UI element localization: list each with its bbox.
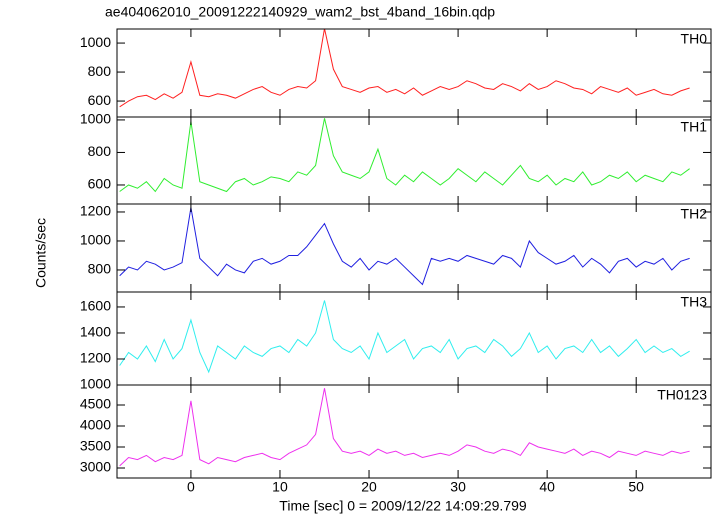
y-tick-label: 4500	[80, 396, 111, 412]
panel-frame	[116, 28, 712, 118]
y-axis-label: Counts/sec	[33, 218, 49, 288]
y-tick-label: 800	[88, 143, 112, 159]
x-tick-label: 0	[187, 479, 195, 495]
y-tick-label: 600	[88, 176, 112, 192]
panel-label: TH3	[681, 294, 708, 310]
x-tick-label: 10	[272, 479, 288, 495]
y-tick-label: 800	[88, 261, 112, 277]
x-tick-label: 40	[539, 479, 555, 495]
y-tick-label: 4000	[80, 417, 111, 433]
y-tick-label: 1200	[80, 203, 111, 219]
panel-frame	[116, 384, 712, 479]
y-tick-label: 3500	[80, 438, 111, 454]
y-tick-label: 1400	[80, 324, 111, 340]
chart-title: ae404062010_20091222140929_wam2_bst_4ban…	[105, 4, 495, 20]
y-tick-label: 1600	[80, 298, 111, 314]
series-line	[119, 300, 690, 374]
panel-frame	[116, 291, 712, 386]
y-tick-label: 1000	[80, 376, 111, 392]
y-tick-label: 1000	[80, 232, 111, 248]
x-tick-label: 50	[628, 479, 644, 495]
y-tick-label: 1000	[80, 34, 111, 50]
y-tick-label: 800	[88, 63, 112, 79]
y-tick-label: 1200	[80, 350, 111, 366]
series-line	[119, 388, 690, 467]
y-tick-label: 3000	[80, 459, 111, 475]
panel-label: TH0	[681, 31, 708, 47]
panel-label: TH2	[681, 206, 708, 222]
y-tick-label: 1000	[80, 111, 111, 127]
x-axis-label: Time [sec] 0 = 2009/12/22 14:09:29.799	[279, 498, 527, 514]
panel-label: TH0123	[657, 387, 707, 403]
series-line	[119, 118, 690, 193]
series-line	[119, 29, 690, 108]
x-tick-label: 20	[361, 479, 377, 495]
series-line	[119, 207, 690, 286]
panel-frame	[116, 203, 712, 293]
panel-frame	[116, 116, 712, 205]
panel-label: TH1	[681, 119, 708, 135]
x-tick-label: 30	[450, 479, 466, 495]
y-tick-label: 600	[88, 92, 112, 108]
